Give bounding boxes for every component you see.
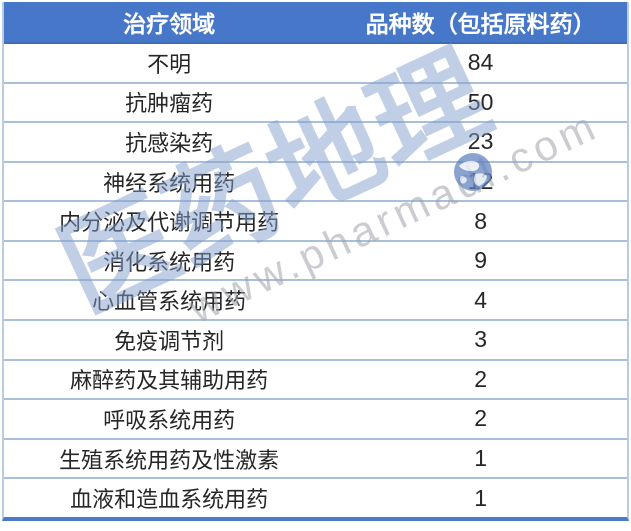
table-row: 消化系统用药 9 <box>4 239 627 280</box>
count-cell: 4 <box>474 286 487 313</box>
table-row: 抗感染药 23 <box>4 121 627 161</box>
count-cell: 1 <box>474 484 487 511</box>
table-row: 心血管系统用药 4 <box>4 279 627 320</box>
therapy-area-cell: 呼吸系统用药 <box>103 407 236 433</box>
count-cell: 12 <box>467 168 494 195</box>
table-row: 抗肿瘤药 50 <box>4 81 627 122</box>
therapy-area-cell: 不明 <box>147 51 192 77</box>
header-therapy-area: 治疗领域 <box>123 11 216 37</box>
therapy-area-cell: 神经系统用药 <box>103 170 236 196</box>
therapy-area-cell: 血液和造血系统用药 <box>70 487 269 513</box>
count-cell: 1 <box>474 445 487 472</box>
count-cell: 84 <box>467 49 494 76</box>
count-cell: 3 <box>474 326 487 353</box>
therapy-area-cell: 消化系统用药 <box>103 249 236 275</box>
therapy-area-cell: 抗感染药 <box>125 130 214 156</box>
table-header-row: 治疗领域 品种数（包括原料药） <box>4 2 627 44</box>
table-row: 免疫调节剂 3 <box>4 319 627 359</box>
table-body: 不明 84 抗肿瘤药 50 抗感染药 23 神经系统用药 12 内分泌及代谢调节… <box>4 44 627 517</box>
count-cell: 8 <box>474 207 487 234</box>
table-row: 神经系统用药 12 <box>4 160 627 201</box>
table-row: 呼吸系统用药 2 <box>4 398 627 438</box>
therapy-area-cell: 内分泌及代谢调节用药 <box>59 210 280 236</box>
table-row: 生殖系统用药及性激素 1 <box>4 437 627 478</box>
count-cell: 2 <box>474 365 487 392</box>
table-row: 不明 84 <box>4 44 627 82</box>
therapy-area-cell: 免疫调节剂 <box>114 328 225 354</box>
therapy-area-cell: 麻醉药及其辅助用药 <box>70 368 269 394</box>
count-cell: 2 <box>474 405 487 432</box>
therapy-area-cell: 心血管系统用药 <box>92 289 247 315</box>
therapy-area-table: 治疗领域 品种数（包括原料药） 不明 84 抗肿瘤药 50 抗感染药 23 神经… <box>2 2 629 521</box>
count-cell: 23 <box>467 128 494 155</box>
table-row: 麻醉药及其辅助用药 2 <box>4 358 627 399</box>
count-cell: 9 <box>474 247 487 274</box>
therapy-area-cell: 生殖系统用药及性激素 <box>59 447 280 473</box>
therapy-area-cell: 抗肿瘤药 <box>125 91 214 117</box>
table-row: 内分泌及代谢调节用药 8 <box>4 200 627 240</box>
header-variety-count: 品种数（包括原料药） <box>365 11 596 37</box>
count-cell: 50 <box>467 88 494 115</box>
table-row: 血液和造血系统用药 1 <box>4 477 627 517</box>
